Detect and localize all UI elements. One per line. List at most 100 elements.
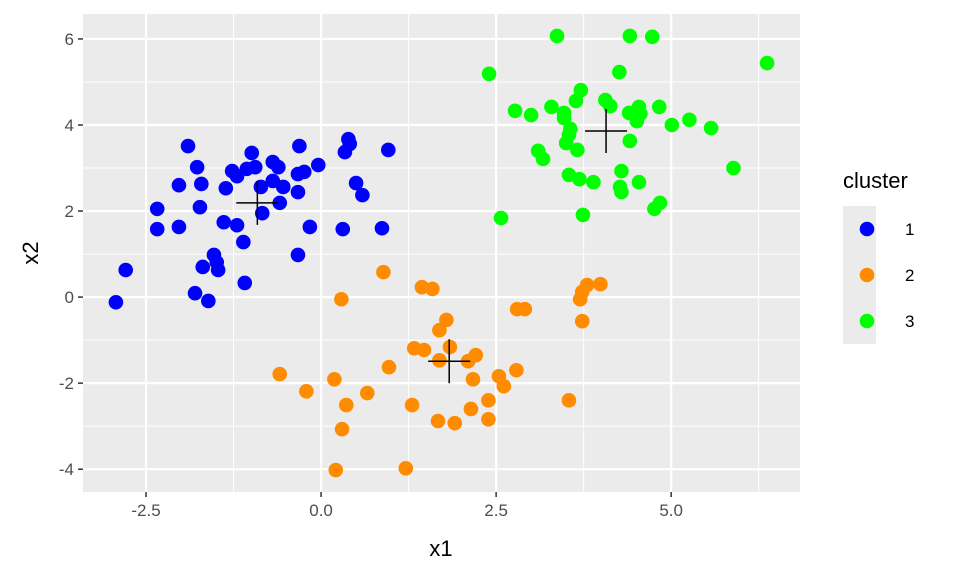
point-cluster-1	[195, 259, 211, 275]
point-cluster-1	[380, 142, 396, 158]
point-cluster-1	[374, 220, 390, 236]
point-cluster-2	[430, 413, 446, 429]
point-cluster-1	[292, 138, 307, 154]
legend-title: cluster	[843, 168, 908, 193]
point-cluster-1	[247, 159, 263, 175]
point-cluster-2	[593, 276, 608, 292]
point-cluster-3	[570, 142, 585, 158]
y-axis: -4 -2 0 2 4 6	[59, 30, 83, 479]
point-cluster-2	[404, 397, 420, 413]
legend: cluster 1 2 3	[843, 168, 914, 344]
point-cluster-2	[509, 362, 524, 378]
point-cluster-2	[416, 342, 432, 358]
legend-point-1	[859, 221, 875, 237]
point-cluster-3	[614, 184, 629, 200]
point-cluster-1	[244, 145, 260, 161]
point-cluster-3	[568, 93, 584, 109]
legend-label: 3	[905, 312, 914, 331]
point-cluster-1	[275, 179, 291, 195]
point-cluster-1	[180, 138, 196, 154]
legend-point-3	[859, 313, 875, 329]
point-cluster-3	[622, 28, 638, 44]
point-cluster-3	[682, 112, 697, 128]
point-cluster-1	[310, 157, 326, 173]
point-cluster-3	[651, 99, 667, 115]
point-cluster-2	[439, 312, 454, 328]
legend-label: 1	[905, 220, 914, 239]
point-cluster-2	[272, 366, 288, 382]
point-cluster-3	[481, 66, 497, 82]
point-cluster-1	[348, 175, 364, 191]
point-cluster-2	[481, 411, 496, 427]
point-cluster-1	[229, 217, 245, 233]
point-cluster-3	[586, 174, 601, 190]
point-cluster-3	[556, 110, 572, 126]
centroid-marker-3	[585, 109, 628, 154]
point-cluster-2	[517, 301, 533, 317]
point-cluster-2	[359, 385, 375, 401]
point-cluster-2	[299, 384, 314, 399]
point-cluster-3	[549, 28, 565, 44]
point-cluster-1	[237, 275, 253, 291]
point-cluster-3	[631, 174, 647, 190]
point-cluster-3	[629, 113, 645, 129]
point-cluster-3	[507, 103, 523, 119]
points	[108, 28, 775, 478]
point-cluster-3	[575, 207, 591, 223]
point-cluster-1	[210, 262, 226, 278]
point-cluster-3	[622, 133, 638, 149]
y-tick-label: -4	[59, 460, 74, 479]
point-cluster-1	[118, 262, 134, 278]
point-cluster-2	[468, 347, 484, 363]
point-cluster-2	[432, 353, 447, 368]
point-cluster-2	[327, 371, 342, 387]
point-cluster-1	[108, 294, 124, 310]
x-axis-title: x1	[429, 536, 452, 561]
point-cluster-2	[376, 264, 391, 280]
point-cluster-2	[447, 415, 463, 431]
point-cluster-1	[236, 234, 251, 250]
point-cluster-1	[171, 177, 187, 193]
centroid-marker-2	[428, 339, 471, 384]
point-cluster-2	[334, 421, 350, 437]
point-cluster-3	[544, 99, 559, 115]
x-tick-label: 0.0	[309, 501, 333, 520]
centroids	[236, 109, 628, 384]
point-cluster-1	[201, 293, 216, 309]
point-cluster-2	[465, 371, 481, 387]
point-cluster-3	[703, 120, 719, 136]
x-tick-label: 2.5	[484, 501, 508, 520]
point-cluster-1	[290, 184, 306, 200]
point-cluster-3	[572, 171, 587, 187]
point-cluster-2	[398, 461, 414, 476]
point-cluster-1	[272, 195, 288, 211]
point-cluster-3	[614, 163, 629, 179]
x-tick-label: 5.0	[659, 501, 683, 520]
point-cluster-3	[726, 160, 741, 176]
point-cluster-3	[523, 107, 539, 123]
point-cluster-1	[302, 219, 318, 235]
point-cluster-1	[149, 221, 165, 237]
legend-label: 2	[905, 266, 914, 285]
point-cluster-2	[432, 322, 447, 338]
point-cluster-1	[192, 199, 208, 215]
point-cluster-3	[535, 151, 551, 167]
point-cluster-1	[218, 180, 234, 196]
point-cluster-1	[171, 219, 187, 235]
point-cluster-2	[425, 281, 440, 297]
point-cluster-2	[463, 401, 479, 417]
point-cluster-3	[602, 98, 618, 114]
y-tick-label: 2	[65, 202, 74, 221]
point-cluster-1	[216, 214, 232, 230]
point-cluster-1	[296, 164, 312, 180]
y-tick-label: 6	[65, 30, 74, 49]
point-cluster-2	[328, 462, 344, 478]
point-cluster-1	[187, 285, 203, 301]
point-cluster-1	[189, 159, 205, 175]
point-cluster-2	[561, 393, 577, 408]
point-cluster-3	[664, 117, 680, 133]
point-cluster-2	[338, 397, 354, 413]
point-cluster-3	[647, 201, 662, 217]
point-cluster-2	[496, 378, 512, 394]
